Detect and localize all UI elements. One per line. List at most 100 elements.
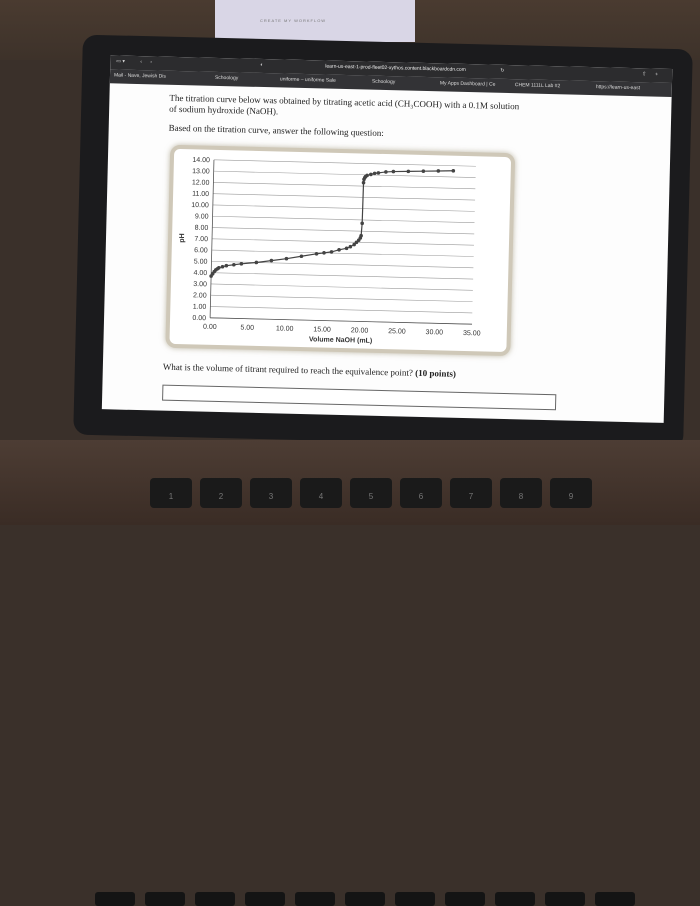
- y-tick-label: 4.00: [193, 270, 207, 277]
- bookmark-uniforme[interactable]: uniforme – uniforme Sale: [279, 76, 336, 84]
- y-tick-label: 6.00: [194, 247, 208, 254]
- data-point: [239, 262, 244, 266]
- gridline: [213, 193, 476, 201]
- x-tick-label: 10.00: [276, 325, 294, 332]
- answer-input[interactable]: [162, 384, 557, 411]
- function-key: [95, 892, 135, 906]
- data-point: [436, 169, 441, 173]
- data-point: [314, 251, 319, 256]
- y-tick-label: 14.00: [192, 157, 210, 164]
- y-tick-label: 9.00: [195, 213, 209, 220]
- gridline: [210, 283, 473, 291]
- y-tick-label: 8.00: [195, 225, 209, 232]
- key-1: 1: [150, 478, 192, 508]
- bookmark-schoology[interactable]: Schoology: [214, 74, 239, 82]
- data-point: [361, 180, 366, 185]
- y-tick-label: 1.00: [193, 304, 207, 311]
- address-bar[interactable]: learn-us-east-1-prod-fleet02-xythos.cont…: [325, 63, 466, 73]
- gridline: [213, 159, 476, 167]
- x-axis: [210, 317, 473, 325]
- key-9: 9: [550, 478, 592, 508]
- function-key: [595, 892, 635, 906]
- x-tick-label: 20.00: [351, 327, 369, 334]
- document-content: The titration curve below was obtained b…: [102, 83, 672, 423]
- function-key: [445, 892, 485, 906]
- y-axis: [209, 159, 215, 318]
- gridline: [210, 306, 473, 314]
- data-point: [299, 254, 304, 259]
- function-key: [395, 892, 435, 906]
- key-3: 3: [250, 478, 292, 508]
- key-5: 5: [350, 478, 392, 508]
- question-prompt-text: What is the volume of titrant required t…: [162, 361, 414, 378]
- key-6: 6: [400, 478, 442, 508]
- x-tick-label: 35.00: [463, 330, 481, 337]
- data-point: [232, 262, 236, 267]
- x-tick-label: 30.00: [426, 329, 444, 336]
- y-axis-title: pH: [179, 233, 186, 243]
- key-8: 8: [500, 478, 542, 508]
- y-tick-label: 5.00: [194, 258, 208, 265]
- background-document-title: CREATE MY WORKFLOW: [260, 18, 327, 23]
- laptop-screen: ▭ ▾ ‹ › ◐ learn-us-east-1-prod-fleet02-x…: [101, 55, 673, 423]
- bookmark-schoology-2[interactable]: Schoology: [371, 78, 396, 86]
- y-tick-label: 11.00: [192, 191, 209, 198]
- bookmark-mail[interactable]: Mail - Nave, Jewish Dis: [113, 72, 167, 80]
- laptop-bezel: ▭ ▾ ‹ › ◐ learn-us-east-1-prod-fleet02-x…: [73, 34, 693, 450]
- gridline: [212, 227, 475, 235]
- data-point: [352, 242, 356, 247]
- y-tick-label: 0.00: [192, 315, 206, 322]
- question-points: (10 points): [415, 367, 457, 379]
- data-point: [451, 168, 456, 173]
- key-4: 4: [300, 478, 342, 508]
- data-point: [269, 258, 274, 263]
- y-tick-label: 3.00: [193, 281, 207, 288]
- series-line: [210, 170, 454, 277]
- gridline: [210, 294, 473, 302]
- data-point: [220, 264, 225, 269]
- new-tab-icon[interactable]: +: [655, 71, 659, 78]
- data-point: [344, 246, 349, 251]
- gridline: [211, 272, 474, 280]
- data-point: [254, 260, 259, 265]
- bookmark-learn[interactable]: https://learn-us-east: [595, 84, 641, 92]
- reload-icon[interactable]: ↻: [500, 67, 505, 74]
- key-7: 7: [450, 478, 492, 508]
- gridline: [213, 182, 476, 190]
- data-point: [329, 250, 334, 254]
- data-point: [322, 251, 326, 255]
- data-point: [224, 263, 229, 268]
- share-icon[interactable]: ⇧: [642, 71, 647, 78]
- data-point: [406, 169, 411, 174]
- function-key: [245, 892, 285, 906]
- data-point: [360, 221, 364, 226]
- question-prompt: What is the volume of titrant required t…: [163, 362, 456, 380]
- back-icon[interactable]: ‹: [140, 59, 143, 66]
- x-axis-title: Volume NaOH (mL): [309, 336, 372, 345]
- background-document: [215, 0, 415, 42]
- x-tick-label: 0.00: [203, 324, 217, 331]
- function-key: [195, 892, 235, 906]
- question-line-2: of sodium hydroxide (NaOH).: [169, 103, 279, 117]
- gridline: [213, 170, 476, 178]
- data-point: [348, 244, 353, 249]
- x-tick-label: 5.00: [240, 325, 254, 332]
- function-key: [495, 892, 535, 906]
- data-point: [217, 265, 221, 270]
- gridline: [211, 249, 474, 257]
- data-point: [384, 170, 388, 174]
- data-point: [421, 169, 426, 173]
- sidebar-toggle-icon[interactable]: ▭ ▾: [116, 58, 126, 65]
- data-point: [391, 169, 396, 174]
- gridline: [211, 261, 474, 269]
- bookmark-chem-lab[interactable]: CHEM 1111L Lab #2: [514, 82, 561, 90]
- function-key: [345, 892, 385, 906]
- bookmark-my-apps[interactable]: My Apps Dashboard | Ce: [439, 80, 496, 88]
- y-tick-label: 10.00: [191, 202, 209, 209]
- titration-chart: 0.00 1.00 2.00 3.00 4.00 5.00 6.00 7.00 8.00 9.00…: [179, 157, 481, 345]
- forward-icon[interactable]: ›: [150, 59, 153, 66]
- x-tick-label: 25.00: [388, 328, 406, 335]
- function-key: [545, 892, 585, 906]
- data-point: [372, 171, 377, 176]
- data-point: [354, 240, 359, 245]
